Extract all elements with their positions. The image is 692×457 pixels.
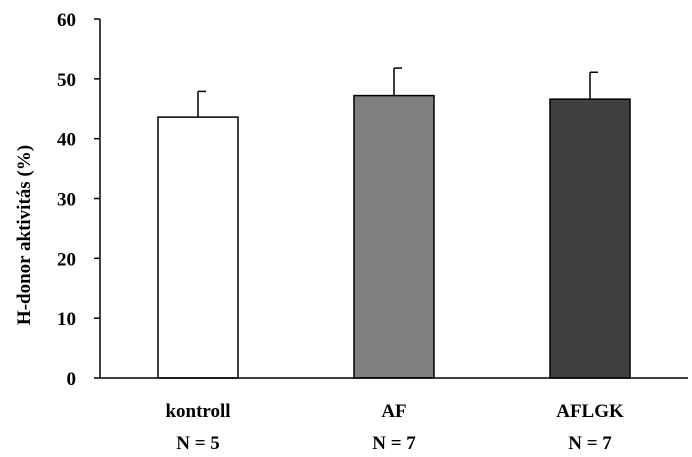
y-tick-label: 0 (67, 369, 77, 390)
y-axis: 0 10 20 30 40 50 60 (57, 10, 100, 390)
bars-group (157, 94, 631, 379)
bar-af (353, 94, 435, 379)
y-tick-label: 30 (57, 190, 76, 211)
category-label: AF (381, 401, 406, 422)
y-tick-label: 60 (57, 10, 76, 31)
error-bars-group (197, 67, 598, 118)
sample-size-label: N = 7 (372, 433, 416, 454)
category-label: kontroll (165, 401, 230, 422)
sample-size-label: N = 7 (568, 433, 612, 454)
bar-kontroll (157, 116, 239, 379)
axes-group (99, 19, 688, 379)
y-tick-label: 10 (57, 309, 76, 330)
bar-aflgk (549, 98, 631, 379)
category-label: AFLGK (556, 401, 624, 422)
y-tick-label: 20 (57, 249, 76, 270)
y-axis-title: H-donor aktivitás (%) (14, 145, 35, 325)
sample-size-label: N = 5 (176, 433, 220, 454)
x-axis-labels: kontroll N = 5 AF N = 7 AFLGK N = 7 (165, 401, 624, 454)
y-tick-label: 40 (57, 130, 76, 151)
y-tick-label: 50 (57, 70, 76, 91)
